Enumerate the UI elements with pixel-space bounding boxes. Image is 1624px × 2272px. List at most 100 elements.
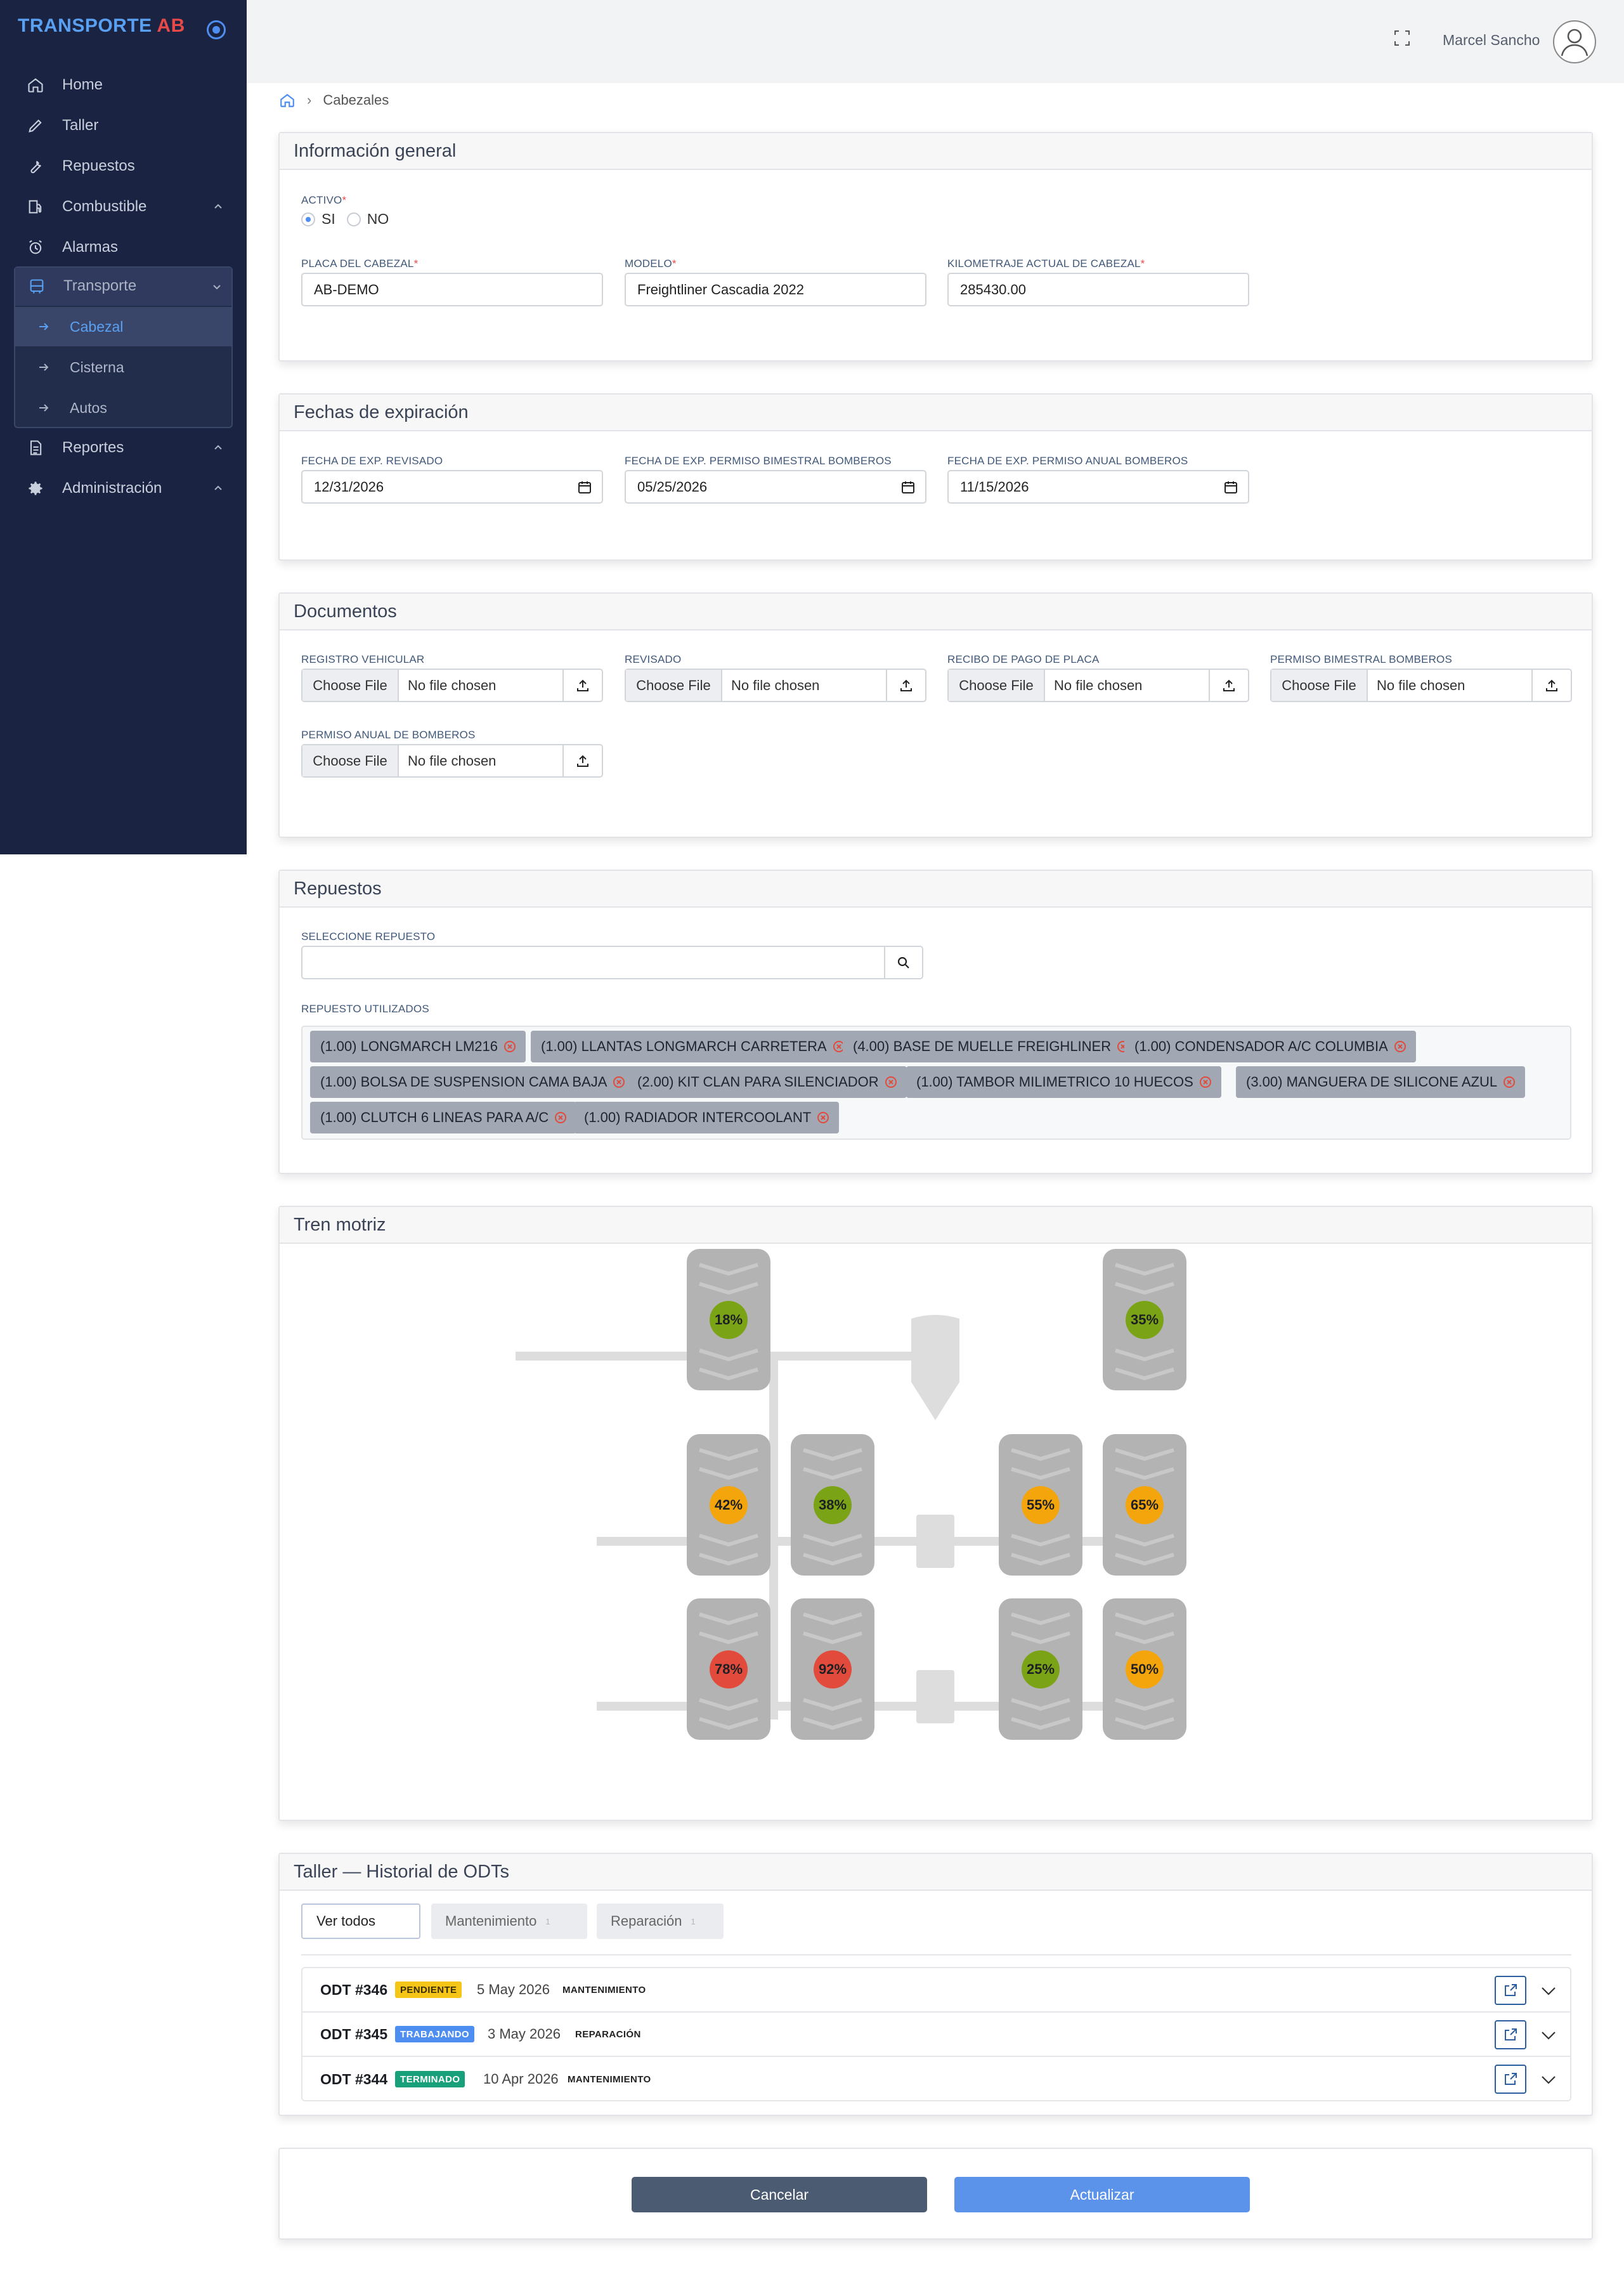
kilometraje-input[interactable]: 285430.00 [947,273,1249,306]
sidebar-item-label: Home [62,76,103,93]
sidebar-item-repuestos[interactable]: Repuestos [0,147,247,185]
chevron-down-icon [213,285,221,290]
sidebar-subitem-cisterna[interactable]: Cisterna [15,348,231,387]
sidebar-item-label: Reportes [62,439,124,456]
tab-ver-todos[interactable]: Ver todos [301,1903,420,1939]
repuesto-search-input[interactable] [301,946,885,979]
tire-rear1-inner-left[interactable]: 38% [791,1434,874,1576]
odt-type: REPARACIÓN [575,2028,641,2040]
choose-file-button[interactable]: Choose File [1271,670,1368,701]
sidebar-item-taller[interactable]: Taller [0,107,247,145]
remove-icon[interactable] [503,1040,517,1054]
radio-si[interactable] [301,212,315,226]
calendar-icon[interactable] [901,480,915,494]
sidebar-item-transporte[interactable]: Transporte [15,268,231,306]
home-icon[interactable] [279,92,296,108]
remove-icon[interactable] [1199,1075,1212,1089]
tire-rear1-outer-right[interactable]: 65% [1103,1434,1186,1576]
sidebar-subitem-label: Cisterna [70,358,124,375]
tren-motriz-card: Tren motriz 18% 35% 42% 38% 55% [278,1206,1593,1821]
choose-file-button[interactable]: Choose File [302,670,399,701]
sidebar-subitem-autos[interactable]: Autos [15,388,231,428]
sidebar-subitem-cabezal[interactable]: Cabezal [15,307,231,346]
open-odt-button[interactable] [1495,2020,1526,2049]
choose-file-button[interactable]: Choose File [302,745,399,776]
permiso-anual-file-input[interactable]: Choose File No file chosen [301,744,603,778]
fecha-bimestral-input[interactable]: 05/25/2026 [625,470,926,504]
choose-file-button[interactable]: Choose File [626,670,722,701]
fecha-anual-label: FECHA DE EXP. PERMISO ANUAL BOMBEROS [947,455,1188,467]
fecha-anual-input[interactable]: 11/15/2026 [947,470,1249,504]
remove-icon[interactable] [612,1075,626,1089]
chevron-down-icon[interactable] [1540,1982,1557,1999]
upload-button[interactable] [1531,670,1571,701]
repuesto-tag: (3.00) MANGUERA DE SILICONE AZUL [1236,1066,1526,1098]
recibo-label: RECIBO DE PAGO DE PLACA [947,653,1100,665]
registro-file-input[interactable]: Choose File No file chosen [301,669,603,702]
cancel-button[interactable]: Cancelar [632,2177,927,2212]
sidebar-toggle-icon[interactable] [207,20,226,39]
sidebar-item-reportes[interactable]: Reportes [0,429,247,467]
tire-rear2-outer-right[interactable]: 50% [1103,1598,1186,1740]
odt-row[interactable]: ODT #344 TERMINADO 10 Apr 2026 MANTENIMI… [302,2057,1570,2101]
sidebar-item-combustible[interactable]: Combustible [0,188,247,226]
sidebar-item-home[interactable]: Home [0,66,247,104]
fullscreen-icon[interactable] [1393,29,1411,47]
odt-row[interactable]: ODT #345 TRABAJANDO 3 May 2026 REPARACIÓ… [302,2013,1570,2057]
modelo-input[interactable]: Freightliner Cascadia 2022 [625,273,926,306]
remove-icon[interactable] [554,1111,568,1125]
tire-rear1-inner-right[interactable]: 55% [999,1434,1082,1576]
revisado-file-input[interactable]: Choose File No file chosen [625,669,926,702]
remove-icon[interactable] [884,1075,898,1089]
upload-button[interactable] [886,670,925,701]
file-status: No file chosen [408,677,497,693]
upload-button[interactable] [562,670,602,701]
choose-file-button[interactable]: Choose File [949,670,1045,701]
user-name[interactable]: Marcel Sancho [1443,32,1540,48]
tire-rear2-outer-left[interactable]: 78% [687,1598,770,1740]
radio-no[interactable] [346,212,361,226]
tire-rear2-inner-left[interactable]: 92% [791,1598,874,1740]
chevron-down-icon[interactable] [1540,2071,1557,2087]
avatar[interactable] [1553,20,1596,63]
tread-pattern [1011,1612,1070,1730]
upload-button[interactable] [1209,670,1248,701]
fechas-card: Fechas de expiración FECHA DE EXP. REVIS… [278,393,1593,561]
tire-rear2-inner-right[interactable]: 25% [999,1598,1082,1740]
remove-icon[interactable] [1502,1075,1516,1089]
tire-wear-badge: 65% [1126,1486,1164,1524]
update-button[interactable]: Actualizar [954,2177,1250,2212]
breadcrumb-separator: › [307,92,312,108]
tread-pattern [1011,1448,1070,1566]
open-odt-button[interactable] [1495,2065,1526,2094]
card-title: Documentos [280,594,1592,630]
actions-card: Cancelar Actualizar [278,2148,1593,2240]
calendar-icon[interactable] [578,480,592,494]
remove-icon[interactable] [1393,1040,1407,1054]
kilometraje-label: KILOMETRAJE ACTUAL DE CABEZAL* [947,258,1145,270]
fecha-revisado-input[interactable]: 12/31/2026 [301,470,603,504]
remove-icon[interactable] [816,1111,830,1125]
tab-mantenimiento[interactable]: Mantenimiento 1 [431,1903,587,1939]
permiso-bimestral-file-input[interactable]: Choose File No file chosen [1270,669,1572,702]
repuesto-tag: (1.00) BOLSA DE SUSPENSION CAMA BAJA [310,1066,635,1098]
repuestos-tag-list: (1.00) LONGMARCH LM216 (1.00) LLANTAS LO… [301,1026,1571,1140]
search-button[interactable] [885,946,923,979]
sidebar-item-administracion[interactable]: Administración [0,469,247,507]
chevron-down-icon[interactable] [1540,2027,1557,2043]
upload-button[interactable] [562,745,602,776]
odt-row[interactable]: ODT #346 PENDIENTE 5 May 2026 MANTENIMIE… [302,1968,1570,2013]
recibo-file-input[interactable]: Choose File No file chosen [947,669,1249,702]
tire-front-right[interactable]: 35% [1103,1249,1186,1390]
tire-front-left[interactable]: 18% [687,1249,770,1390]
activo-radio-group: SI NO [301,211,389,228]
calendar-icon[interactable] [1224,480,1238,494]
placa-input[interactable]: AB-DEMO [301,273,603,306]
tab-reparacion[interactable]: Reparación 1 [597,1903,724,1939]
upload-icon [1546,679,1557,691]
open-odt-button[interactable] [1495,1976,1526,2005]
brand-logo[interactable]: TRANSPORTE AB [18,15,185,36]
seleccione-repuesto-label: SELECCIONE REPUESTO [301,930,436,943]
tire-rear1-outer-left[interactable]: 42% [687,1434,770,1576]
sidebar-item-alarmas[interactable]: Alarmas [0,228,247,266]
